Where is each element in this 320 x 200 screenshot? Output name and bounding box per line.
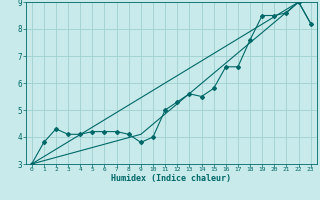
X-axis label: Humidex (Indice chaleur): Humidex (Indice chaleur) (111, 174, 231, 183)
